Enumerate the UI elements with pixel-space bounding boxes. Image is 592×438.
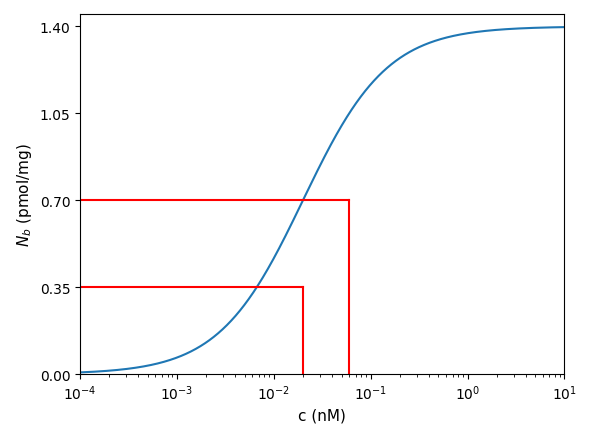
Y-axis label: $N_b$ (pmol/mg): $N_b$ (pmol/mg) — [15, 143, 34, 247]
X-axis label: c (nM): c (nM) — [298, 408, 346, 423]
